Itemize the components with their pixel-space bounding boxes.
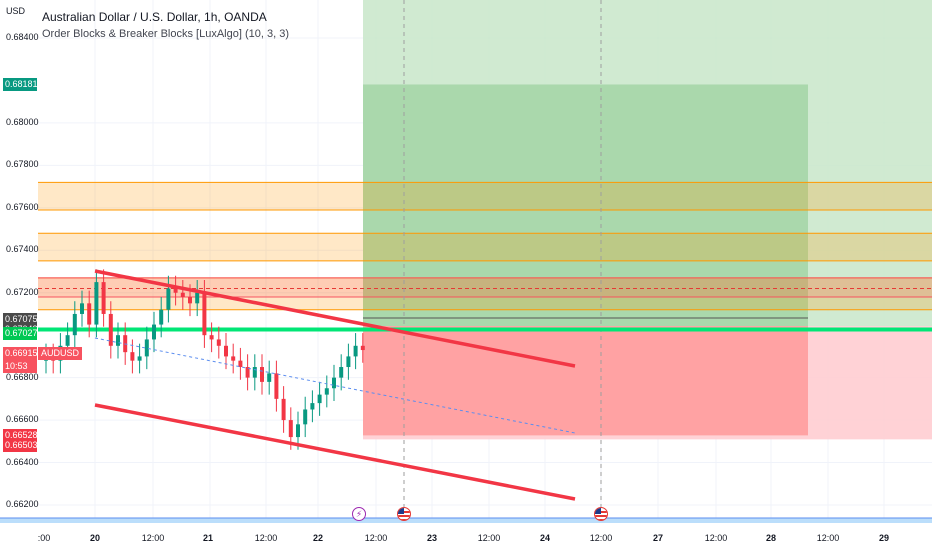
- candle: [252, 367, 257, 378]
- candle: [231, 356, 236, 361]
- candle: [80, 303, 84, 314]
- candle: [108, 313, 113, 346]
- time-tick-label: 12:00: [254, 533, 278, 543]
- channel-upper: [94, 269, 576, 368]
- symbol-title[interactable]: Australian Dollar / U.S. Dollar, 1h, OAN…: [42, 10, 267, 24]
- flag-icon[interactable]: [594, 507, 608, 521]
- supply-zone: [38, 277, 932, 310]
- price-tag[interactable]: 0.67027: [3, 327, 38, 341]
- flag-stripe: [595, 515, 607, 517]
- candle: [209, 335, 214, 340]
- flag-canton: [595, 508, 601, 514]
- candle: [137, 356, 142, 361]
- candle: [116, 335, 120, 346]
- time-tick-label: 20: [89, 533, 101, 543]
- chart-header: Australian Dollar / U.S. Dollar, 1h, OAN…: [42, 9, 289, 42]
- candle: [346, 356, 351, 368]
- candle: [130, 352, 135, 361]
- time-tick-label: 27: [652, 533, 664, 543]
- indicator-label[interactable]: Order Blocks & Breaker Blocks [LuxAlgo] …: [42, 28, 289, 40]
- price-tag[interactable]: 0.67075: [3, 313, 38, 327]
- flash-icon[interactable]: ⚡: [352, 507, 366, 521]
- candle: [317, 394, 322, 404]
- candle: [188, 296, 192, 304]
- flag-stripe: [398, 511, 410, 513]
- candle: [159, 309, 164, 325]
- candle: [332, 377, 336, 389]
- candle: [296, 424, 300, 438]
- price-tick-label: 0.67800: [6, 159, 39, 170]
- time-tick-label: 12:00: [141, 533, 165, 543]
- supply-zone: [38, 182, 932, 210]
- candle: [144, 339, 149, 357]
- candle: [180, 292, 185, 297]
- time-tick-label: 12:00: [364, 533, 388, 543]
- flag-stripe: [398, 515, 410, 517]
- candle: [72, 313, 77, 336]
- price-tick-label: 0.68000: [6, 116, 39, 127]
- candle: [288, 420, 293, 438]
- flag-stripe: [398, 519, 410, 520]
- price-tag[interactable]: 0.68181: [3, 78, 38, 92]
- time-tick-label: 23: [426, 533, 438, 543]
- candle: [260, 367, 264, 382]
- price-tick-label: 0.66600: [6, 414, 39, 425]
- channel-lower: [94, 403, 576, 501]
- candle: [173, 288, 178, 293]
- candle: [152, 324, 156, 340]
- time-tick-label: 12:00: [477, 533, 501, 543]
- candle: [166, 288, 171, 310]
- target-zone: [363, 84, 808, 327]
- candle: [274, 373, 279, 399]
- candle: [87, 303, 92, 325]
- candle: [101, 282, 106, 314]
- candle: [324, 388, 329, 395]
- candle: [216, 339, 221, 346]
- candle: [224, 345, 228, 357]
- candle: [94, 282, 99, 325]
- candle: [339, 367, 344, 378]
- stop-zone: [363, 326, 808, 436]
- currency-label: USD: [6, 6, 26, 16]
- price-tag[interactable]: 0.66915: [3, 347, 38, 361]
- supply-zone: [38, 233, 932, 261]
- time-tick-label: 21: [202, 533, 214, 543]
- time-tick-label: :00: [37, 533, 51, 543]
- price-tick-label: 0.67200: [6, 286, 39, 297]
- flag-canton: [398, 508, 404, 514]
- candle: [303, 409, 308, 425]
- time-tick-label: 12:00: [589, 533, 613, 543]
- price-tick-label: 0.67600: [6, 201, 39, 212]
- candle: [65, 335, 70, 346]
- candle: [281, 398, 286, 421]
- countdown-tag[interactable]: 10:53: [3, 360, 37, 374]
- candle: [310, 403, 315, 410]
- time-tick-label: 12:00: [816, 533, 840, 543]
- candle: [353, 345, 358, 357]
- price-tick-label: 0.67400: [6, 244, 39, 255]
- time-tick-label: 29: [878, 533, 890, 543]
- time-tick-label: 22: [312, 533, 324, 543]
- time-tick-label: 28: [765, 533, 777, 543]
- candle: [245, 367, 250, 378]
- flag-stripe: [595, 519, 607, 520]
- time-tick-label: 24: [539, 533, 551, 543]
- price-tick-label: 0.66400: [6, 456, 39, 467]
- flag-stripe: [595, 511, 607, 513]
- price-tag[interactable]: 0.66503: [3, 438, 38, 452]
- symbol-tag[interactable]: AUDUSD: [38, 347, 83, 361]
- candle: [195, 292, 200, 304]
- candle: [267, 373, 272, 382]
- candle: [360, 345, 365, 351]
- bottom-band: [0, 518, 932, 523]
- price-tick-label: 0.66200: [6, 499, 39, 509]
- price-tick-label: 0.68400: [6, 32, 39, 42]
- price-tick-label: 0.66800: [6, 371, 39, 382]
- candle: [238, 360, 243, 368]
- flag-icon[interactable]: [397, 507, 411, 521]
- candle: [202, 292, 207, 336]
- time-tick-label: 12:00: [704, 533, 728, 543]
- resistance-zone: [38, 277, 932, 297]
